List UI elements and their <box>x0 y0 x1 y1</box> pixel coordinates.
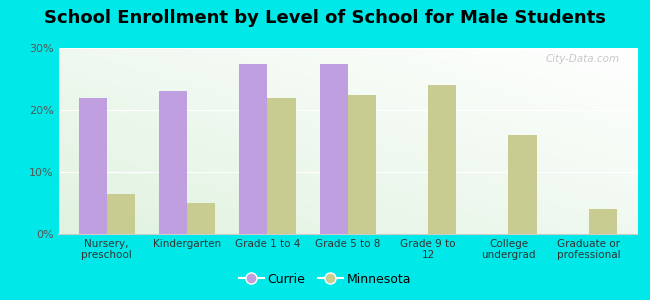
Bar <box>267 98 296 234</box>
Legend: Currie, Minnesota: Currie, Minnesota <box>234 268 416 291</box>
Bar <box>107 194 135 234</box>
Bar <box>187 203 215 234</box>
Bar <box>508 135 536 234</box>
Text: City-Data.com: City-Data.com <box>545 54 619 64</box>
Bar <box>159 92 187 234</box>
Bar <box>79 98 107 234</box>
Bar <box>320 64 348 234</box>
Bar <box>348 94 376 234</box>
Bar <box>239 64 267 234</box>
Bar <box>589 209 617 234</box>
Text: School Enrollment by Level of School for Male Students: School Enrollment by Level of School for… <box>44 9 606 27</box>
Bar <box>428 85 456 234</box>
